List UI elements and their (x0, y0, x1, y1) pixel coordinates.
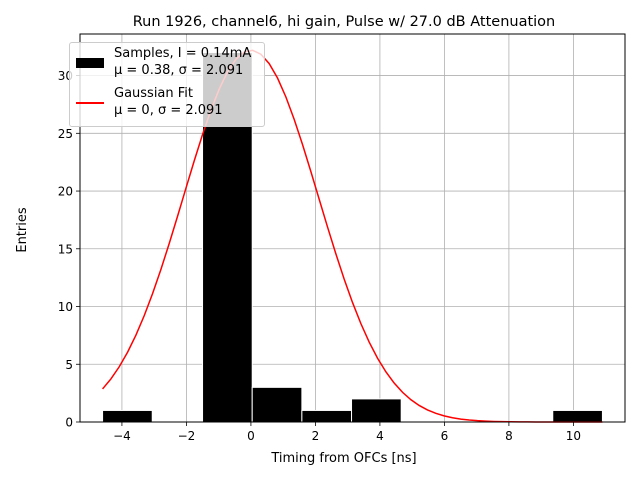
histogram-bar (251, 386, 303, 423)
y-tick-label: 15 (58, 242, 73, 256)
x-axis-ticks: −4 −2 0 2 4 6 8 10 (113, 422, 581, 443)
legend-samples-label: Samples, I = 0.14mA (114, 46, 252, 61)
x-tick-label: −4 (113, 429, 131, 443)
x-tick-label: 10 (566, 429, 581, 443)
histogram-bar (301, 409, 353, 423)
x-axis-label: Timing from OFCs [ns] (270, 451, 416, 466)
y-tick-label: 25 (58, 127, 73, 141)
legend-fit-swatch (76, 102, 104, 104)
histogram-bar (102, 409, 153, 423)
x-tick-label: 0 (247, 429, 255, 443)
x-tick-label: 4 (376, 429, 384, 443)
legend-entry-samples: Samples, I = 0.14mA μ = 0.38, σ = 2.091 (76, 45, 262, 85)
plot-frame (79, 33, 626, 423)
legend-samples-stats: μ = 0.38, σ = 2.091 (114, 63, 244, 78)
histogram-bar (552, 409, 603, 423)
y-tick-label: 0 (65, 416, 73, 430)
x-tick-label: 8 (505, 429, 513, 443)
histogram-bar (351, 398, 402, 423)
chart-title: Run 1926, channel6, hi gain, Pulse w/ 27… (133, 14, 556, 30)
legend-samples-text: Samples, I = 0.14mA μ = 0.38, σ = 2.091 (114, 45, 251, 79)
legend-fit-text: Gaussian Fit μ = 0, σ = 2.091 (114, 85, 223, 119)
y-tick-label: 20 (58, 185, 73, 199)
x-tick-label: −2 (178, 429, 196, 443)
chart-legend: Samples, I = 0.14mA μ = 0.38, σ = 2.091 … (69, 42, 265, 127)
x-tick-label: 2 (312, 429, 320, 443)
legend-entry-fit: Gaussian Fit μ = 0, σ = 2.091 (76, 85, 262, 125)
y-axis-label: Entries (15, 207, 30, 253)
y-tick-label: 5 (65, 358, 73, 372)
x-tick-label: 6 (441, 429, 449, 443)
legend-fit-label: Gaussian Fit (114, 86, 194, 101)
legend-samples-swatch (76, 58, 104, 68)
y-tick-label: 10 (58, 300, 73, 314)
legend-fit-stats: μ = 0, σ = 2.091 (114, 103, 223, 118)
